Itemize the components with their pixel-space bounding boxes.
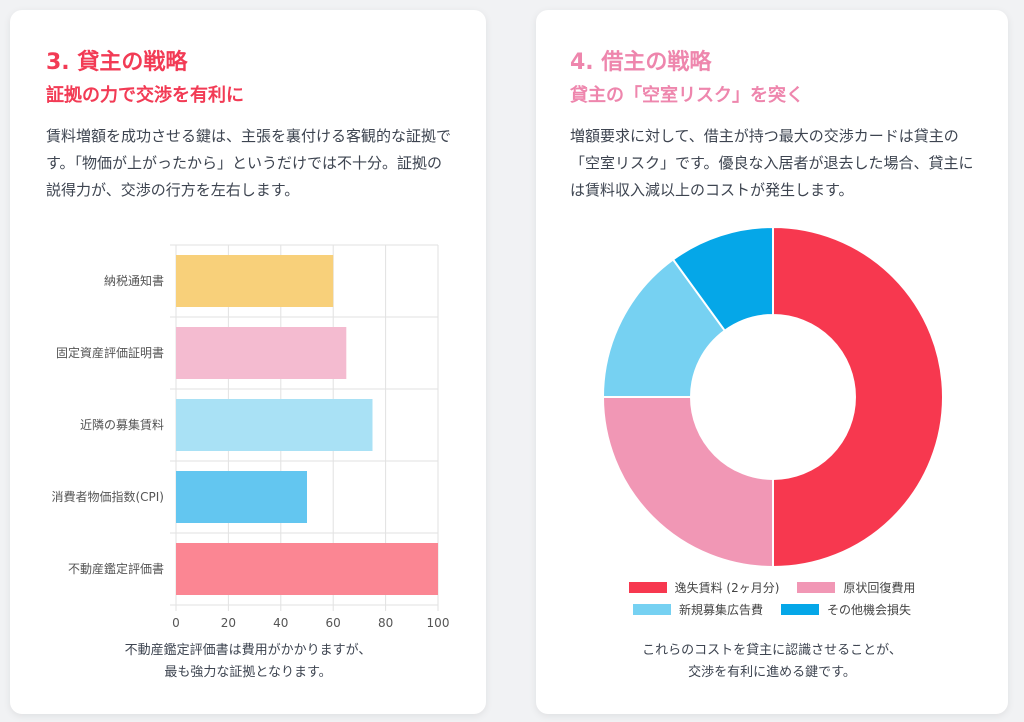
tenant-subtitle: 貸主の「空室リスク」を突く [570,85,804,106]
lender-caption: 不動産鑑定評価書は費用がかかりますが、 最も強力な証拠となります。 [10,640,486,684]
x-tick-label: 100 [427,616,450,630]
donut-slice [772,225,944,569]
tenant-caption-line-2: 交渉を有利に進める鍵です。 [688,665,856,680]
legend-item: 原状回復費用 [797,579,915,596]
lender-strategy-card: 3. 貸主の戦略 証拠の力で交渉を有利に 賃料増額を成功させる鍵は、主張を裏付け… [10,10,486,714]
lender-caption-line-1: 不動産鑑定評価書は費用がかかりますが、 [124,643,372,658]
lender-subtitle: 証拠の力で交渉を有利に [46,85,244,106]
bar [176,327,347,379]
y-category-label: 納税通知書 [104,274,164,288]
legend-item: 新規募集広告費 [632,601,763,618]
lender-title: 3. 貸主の戦略 [46,50,188,75]
legend-swatch [628,581,667,593]
legend-label: 原状回復費用 [843,580,916,595]
y-category-label: 固定資産評価証明書 [56,345,164,360]
legend-item: 逸失賃料 (2ヶ月分) [628,579,780,596]
tenant-caption: これらのコストを貸主に認識させることが、 交渉を有利に進める鍵です。 [536,640,1008,684]
legend-label: その他機会損失 [827,602,912,617]
bar [176,471,307,523]
x-tick-label: 0 [172,616,180,630]
legend-item: その他機会損失 [781,601,911,618]
lender-caption-line-2: 最も強力な証拠となります。 [164,665,332,680]
tenant-strategy-card: 4. 借主の戦略 貸主の「空室リスク」を突く 増額要求に対して、借主が持つ最大の… [536,10,1008,714]
bar [176,399,373,451]
legend-label: 逸失賃料 (2ヶ月分) [674,580,780,595]
bar [176,543,438,595]
legend-swatch [797,581,836,593]
tenant-title: 4. 借主の戦略 [570,50,712,75]
y-category-label: 消費者物価指数(CPI) [51,489,164,504]
donut-slice [601,396,774,569]
lender-body-text: 賃料増額を成功させる鍵は、主張を裏付ける客観的な証拠です。「物価が上がったから」… [46,127,452,199]
donut-legend: 逸失賃料 (2ヶ月分) 原状回復費用新規募集広告費 その他機会損失 [536,576,1008,620]
tenant-body-text: 増額要求に対して、借主が持つ最大の交渉カードは貸主の「空室リスク」です。優良な入… [570,127,974,199]
x-tick-label: 40 [273,616,288,630]
x-tick-label: 20 [221,616,236,630]
x-tick-label: 80 [378,616,393,630]
evidence-bar-chart: 0 20 40 60 80 100 納税通知書固定資産評価証明書近隣の募集賃料消費者物価指数… [51,244,450,630]
y-category-label: 近隣の募集賃料 [80,417,164,432]
bar [176,255,334,307]
x-tick-label: 60 [326,616,341,630]
legend-label: 新規募集広告費 [678,602,763,617]
legend-row: 逸失賃料 (2ヶ月分) 原状回復費用 [536,576,1008,598]
legend-swatch [781,603,819,615]
legend-row: 新規募集広告費 その他機会損失 [536,598,1008,620]
legend-swatch [632,603,671,615]
tenant-caption-line-1: これらのコストを貸主に認識させることが、 [642,643,902,658]
vacancy-cost-donut-chart [601,225,944,569]
donut-slice [671,225,774,333]
y-category-label: 不動産鑑定評価書 [68,561,164,576]
